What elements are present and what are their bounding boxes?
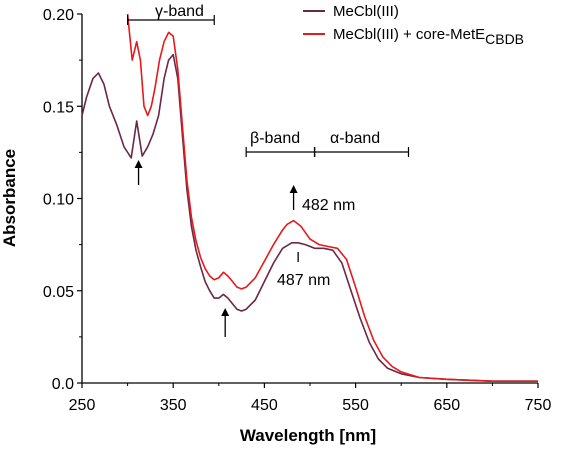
y-tick-label-3: 0.15 xyxy=(43,99,74,116)
series-line-1 xyxy=(126,13,538,382)
x-tick-label-3: 550 xyxy=(342,397,369,414)
y-tick-label-2: 0.10 xyxy=(43,192,74,209)
y-axis-title: Absorbance xyxy=(0,149,19,247)
arrow-312-head xyxy=(134,160,143,168)
x-tick-label-1: 350 xyxy=(160,397,187,414)
legend-label-mecbl-metE-sub: CBDB xyxy=(485,31,524,47)
peak-482-label: 482 nm xyxy=(302,197,355,214)
plot-area: 250 350 450 550 650 750 0.0 0.05 0.10 0.15 0.20 xyxy=(43,7,552,414)
x-tick-label-2: 450 xyxy=(251,397,278,414)
x-tick-label-0: 250 xyxy=(69,397,96,414)
x-axis-title: Wavelength [nm] xyxy=(240,426,376,445)
legend: MeCbl(III) MeCbl(III) + core-MetECBDB xyxy=(303,3,524,47)
y-tick-label-0: 0.0 xyxy=(52,376,74,393)
series-line-0 xyxy=(81,53,538,382)
gamma-band-label: γ-band xyxy=(155,3,204,20)
x-tick-label-4: 650 xyxy=(433,397,460,414)
arrow-482-head xyxy=(289,185,298,193)
y-tick-label-4: 0.20 xyxy=(43,7,74,24)
arrow-407-head xyxy=(221,308,230,316)
legend-label-mecbl-metE: MeCbl(III) + core-MetECBDB xyxy=(333,26,524,47)
peak-487-label: 487 nm xyxy=(277,272,330,289)
beta-band-label: β-band xyxy=(250,130,300,147)
x-tick-label-5: 750 xyxy=(525,397,552,414)
legend-label-mecbl-metE-main: MeCbl(III) + core-MetE xyxy=(333,26,485,43)
alpha-band-label: α-band xyxy=(330,130,380,147)
legend-label-mecbl: MeCbl(III) xyxy=(333,3,399,20)
y-tick-label-1: 0.05 xyxy=(43,284,74,301)
